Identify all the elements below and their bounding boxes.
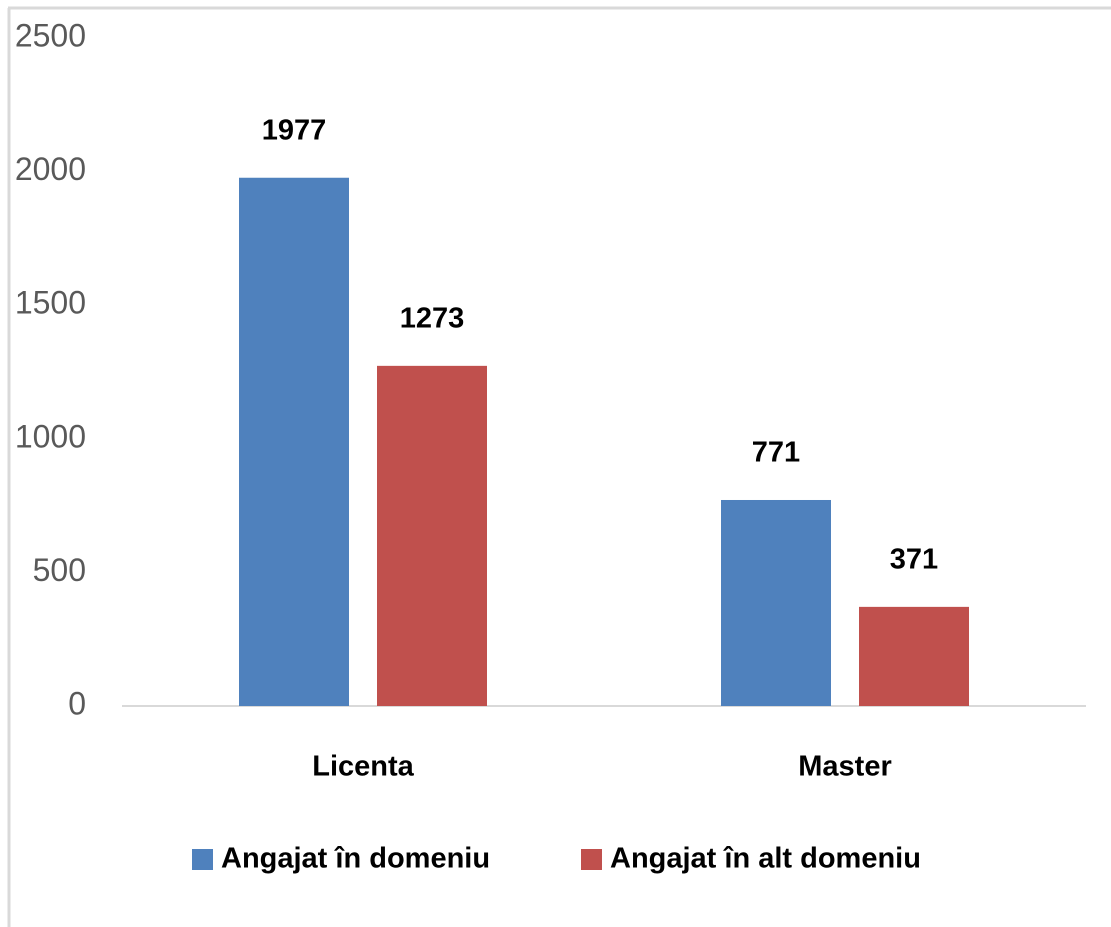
y-tick-label: 500 [33, 552, 86, 588]
y-tick-label: 0 [68, 685, 86, 721]
data-label: 371 [890, 544, 938, 576]
x-tick-label: Master [798, 751, 892, 783]
legend-label: Angajat în domeniu [221, 843, 490, 875]
y-tick-label: 1000 [15, 418, 86, 454]
bar [377, 365, 487, 706]
data-label: 1273 [400, 303, 465, 335]
legend-swatch [581, 849, 602, 870]
data-label: 771 [752, 437, 800, 469]
y-tick-label: 2000 [15, 151, 86, 187]
data-label: 1977 [262, 114, 327, 146]
y-tick-label: 1500 [15, 285, 86, 321]
y-tick-label: 2500 [15, 17, 86, 53]
bar [721, 499, 831, 706]
legend-label: Angajat în alt domeniu [610, 843, 921, 875]
x-tick-label: Licenta [312, 751, 414, 783]
bar [239, 177, 349, 706]
bar [859, 606, 969, 706]
legend-swatch [192, 849, 213, 870]
